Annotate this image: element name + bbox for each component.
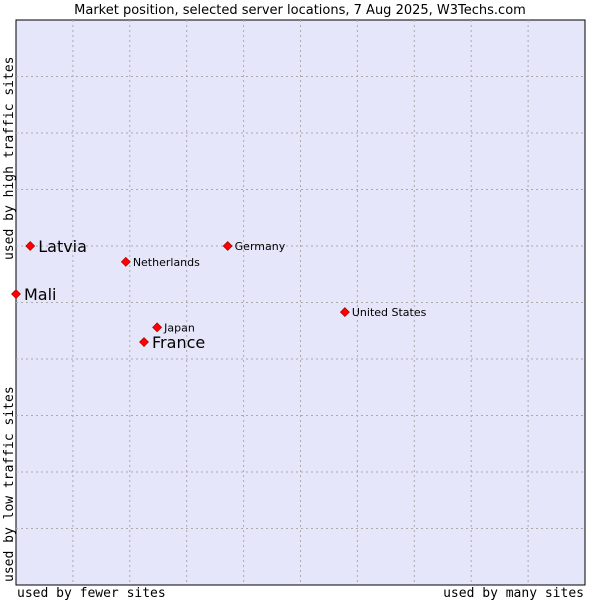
point-marker-japan [152, 322, 163, 333]
point-france: France [139, 333, 205, 352]
point-marker-france [139, 337, 149, 347]
point-marker-germany [222, 241, 233, 251]
y-axis-label-bottom: used by low traffic sites [2, 386, 17, 582]
data-points: Latvia Mali France Netherlands Germany Japan U… [11, 237, 427, 352]
point-japan: Japan [152, 321, 195, 334]
point-label-germany: Germany [235, 240, 286, 253]
point-germany: Germany [222, 240, 286, 253]
point-marker-latvia [25, 241, 36, 251]
point-united-states: United States [339, 306, 427, 319]
point-marker-mali [11, 289, 21, 299]
point-label-united-states: United States [352, 306, 427, 319]
point-label-france: France [152, 333, 205, 352]
y-axis-label-top: used by high traffic sites [2, 57, 17, 261]
x-axis-label-right: used by many sites [443, 586, 584, 600]
point-marker-united-states [339, 307, 350, 318]
x-axis-label-left: used by fewer sites [17, 586, 166, 600]
point-latvia: Latvia [25, 237, 87, 256]
grid-lines [16, 20, 585, 585]
point-mali: Mali [11, 285, 57, 304]
point-label-netherlands: Netherlands [133, 256, 200, 269]
point-label-japan: Japan [163, 321, 195, 334]
point-label-mali: Mali [24, 285, 57, 304]
point-label-latvia: Latvia [38, 237, 87, 256]
chart-title: Market position, selected server locatio… [74, 3, 526, 18]
point-marker-netherlands [120, 256, 131, 267]
point-netherlands: Netherlands [120, 256, 200, 269]
